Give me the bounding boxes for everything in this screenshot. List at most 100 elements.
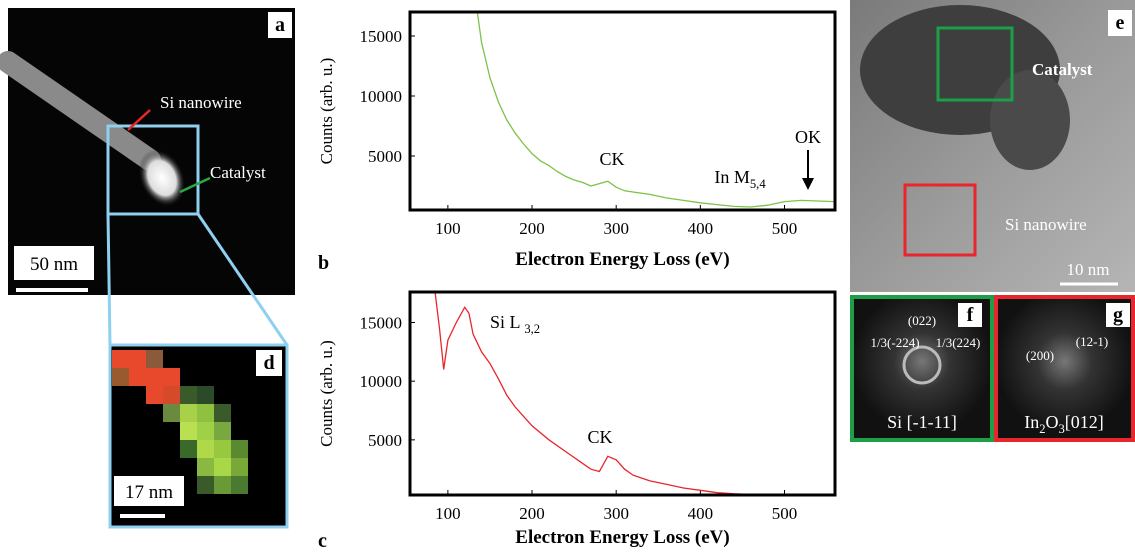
pixel xyxy=(197,440,214,458)
nanowire xyxy=(0,51,161,171)
y-tick-label: 15000 xyxy=(360,27,403,46)
label: (12-1) xyxy=(1076,334,1109,349)
label: Si nanowire xyxy=(1005,215,1087,234)
pixel xyxy=(180,404,197,422)
text-part: In M xyxy=(714,167,750,187)
letter-box xyxy=(958,303,982,327)
label: (200) xyxy=(1026,348,1054,363)
y-tick-label: 5000 xyxy=(368,431,402,450)
x-tick-label: 200 xyxy=(519,504,545,523)
arrow xyxy=(127,109,151,131)
pixel xyxy=(231,458,248,476)
pixel xyxy=(180,386,197,404)
annotation: Si L 3,2 xyxy=(490,312,540,336)
y-tick-label: 10000 xyxy=(360,372,403,391)
x-axis-label: Electron Energy Loss (eV) xyxy=(515,249,729,270)
text-part: OK xyxy=(795,127,821,147)
scale-box xyxy=(14,246,94,280)
pixel xyxy=(163,404,180,422)
label: Catalyst xyxy=(210,163,266,182)
x-tick-label: 100 xyxy=(435,219,461,238)
x-tick-label: 400 xyxy=(688,219,714,238)
y-tick-label: 15000 xyxy=(360,314,403,333)
x-axis-label: Electron Energy Loss (eV) xyxy=(515,527,729,548)
pixel xyxy=(112,350,129,368)
panel-f: f (022) 1/3(-224) 1/3(224) Si [-1-11] xyxy=(850,295,994,442)
x-tick-label: 500 xyxy=(772,504,798,523)
panel-letter: d xyxy=(263,352,274,374)
subscript: 3 xyxy=(1059,422,1065,436)
x-tick-label: 400 xyxy=(688,504,714,523)
annotation: CK xyxy=(599,149,624,169)
line xyxy=(434,293,785,496)
pixel xyxy=(163,386,180,404)
x-tick-label: 300 xyxy=(603,219,629,238)
scale-box xyxy=(114,476,184,506)
subscript: 3,2 xyxy=(524,322,540,336)
x-tick-label: 100 xyxy=(435,504,461,523)
y-axis-label: Counts (arb. u.) xyxy=(317,58,336,165)
pixel xyxy=(214,440,231,458)
pixel xyxy=(214,404,231,422)
pixel xyxy=(180,440,197,458)
panel-d: d 17 nm xyxy=(108,343,289,529)
subscript: 2 xyxy=(1039,422,1045,436)
text-part: Si [-1-11] xyxy=(887,412,957,432)
zoom-box xyxy=(106,124,200,216)
pixel xyxy=(146,386,163,404)
plot-frame xyxy=(408,290,837,497)
pixel xyxy=(197,386,214,404)
letter-box xyxy=(256,350,282,376)
label: 1/3(224) xyxy=(936,335,981,350)
pixel xyxy=(214,458,231,476)
panel-a: Si nanowire Catalyst a 50 nm xyxy=(0,8,295,295)
chart: 100 200 300 400 500 5000 10000 15000 Electron En… xyxy=(317,10,837,274)
zoom-line xyxy=(106,213,112,346)
chart: 100 200 300 400 500 5000 10000 15000 Electron En… xyxy=(317,290,837,552)
pixel xyxy=(129,350,146,368)
x-tick-label: 300 xyxy=(603,504,629,523)
panel-letter: a xyxy=(275,14,285,36)
label: (022) xyxy=(908,313,936,328)
y-axis-label: Counts (arb. u.) xyxy=(317,340,336,447)
pixel xyxy=(180,422,197,440)
pixel xyxy=(197,422,214,440)
x-tick-label: 500 xyxy=(772,219,798,238)
zoom-line xyxy=(196,213,289,346)
panel-letter: f xyxy=(967,304,974,326)
pixel xyxy=(231,440,248,458)
label: 1/3(-224) xyxy=(870,335,919,350)
catalyst xyxy=(990,70,1070,170)
pixel xyxy=(197,476,214,494)
panel-letter: e xyxy=(1116,12,1125,34)
region-box xyxy=(936,26,1014,102)
annotation: CK xyxy=(587,427,612,447)
pixel xyxy=(214,476,231,494)
label: Si nanowire xyxy=(160,93,242,112)
catalyst xyxy=(138,149,186,207)
pixel xyxy=(129,368,146,386)
line xyxy=(476,11,836,208)
text-part: In xyxy=(1024,412,1039,432)
panel-letter: g xyxy=(1113,304,1123,326)
panel-letter: c xyxy=(318,530,327,552)
scale-label: 17 nm xyxy=(125,482,173,503)
y-tick-label: 10000 xyxy=(360,87,403,106)
pixel xyxy=(231,476,248,494)
letter-box xyxy=(1108,10,1132,36)
annotation: In M5,4 xyxy=(714,167,766,191)
arrow xyxy=(179,176,211,194)
pixel xyxy=(163,368,180,386)
panel-g: g (200) (12-1) In2O3[012] xyxy=(994,295,1135,442)
subscript: 5,4 xyxy=(750,177,766,191)
text-part: CK xyxy=(587,427,612,447)
text-part: CK xyxy=(599,149,624,169)
pixel xyxy=(146,368,163,386)
pixel xyxy=(146,350,163,368)
pixel xyxy=(214,422,231,440)
text-part: Si L xyxy=(490,312,524,332)
text-part: O xyxy=(1046,412,1059,432)
text-part: [012] xyxy=(1065,412,1104,432)
y-tick-label: 5000 xyxy=(368,147,402,166)
